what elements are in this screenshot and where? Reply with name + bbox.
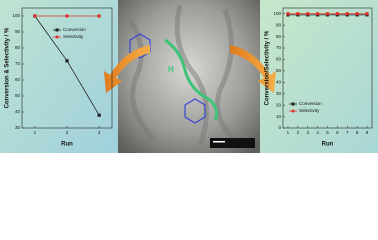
scale-bar [210,138,255,148]
marker [296,12,300,16]
arrow-left [104,45,150,93]
marker [97,14,101,18]
legend-label: Conversion [299,101,322,106]
y-tick-label: 40 [276,79,282,84]
legend-marker [55,28,59,32]
legend-label: Selectivity [299,108,320,113]
y-tick-label: 80 [276,34,282,39]
y-tick-label: 50 [276,68,282,73]
y-tick-label: 70 [15,61,21,66]
chart: 0 10 20 30 40 50 60 70 80 90 100 1 2 3 4 5 6 7 8 9 Run Conver… [265,7,373,148]
x-axis-label: Run [61,142,73,148]
legend-marker [291,109,295,113]
y-tick-label: 40 [15,109,21,114]
y-tick-label: 80 [15,45,21,50]
atom-label: H [168,65,174,74]
y-tick-label: 60 [15,77,21,82]
texture [127,4,242,147]
y-tick-label: 50 [15,93,21,98]
y-tick-label: 100 [12,13,20,18]
x-tick-label: 2 [297,130,300,135]
y-tick-label: 70 [276,45,282,50]
y-axis-label: Conversion & Selectivity / % [5,27,11,108]
y-tick-label: 60 [276,57,282,62]
marker [365,12,369,16]
y-tick-label: 90 [15,29,21,34]
marker [286,12,290,16]
x-tick-label: 1 [34,130,37,135]
x-tick-label: 8 [356,130,359,135]
y-tick-label: 20 [276,102,282,107]
x-tick-label: 7 [346,130,349,135]
marker [33,14,37,18]
legend-label: Conversion [63,27,86,32]
legend-marker [55,35,59,39]
y-tick-label: 10 [276,114,282,119]
marker [335,12,340,16]
x-tick-label: 3 [306,130,309,135]
marker [65,14,69,18]
x-tick-label: 4 [316,130,319,135]
marker [355,12,359,16]
marker [325,12,330,16]
x-tick-label: 6 [336,130,339,135]
y-axis-label: Conversion/Selectivity / % [265,30,271,105]
x-tick-label: 1 [287,130,290,135]
scale-line [213,141,225,143]
y-tick-label: 100 [273,11,281,16]
y-tick-label: 90 [276,22,282,27]
x-axis-label: Run [322,142,334,148]
left-panel [0,0,118,153]
ring [184,98,206,124]
x-tick-label: 5 [326,130,329,135]
marker [315,12,320,16]
marker [97,113,101,117]
x-tick-label: 2 [66,130,69,135]
arrow-right [230,45,276,93]
legend-marker [291,102,295,106]
y-tick-label: 0 [278,125,281,130]
legend-label: Selectivity [63,34,84,39]
marker [345,12,349,16]
marker [65,59,69,63]
x-tick-label: 3 [98,130,101,135]
center-image: H [104,0,276,153]
y-tick-label: 30 [15,125,21,130]
y-tick-label: 30 [276,91,282,96]
molecule-chain [164,38,219,121]
marker [306,12,310,16]
x-tick-label: 9 [366,130,369,135]
right-panel [260,0,378,153]
chart: 30 40 50 60 70 80 90 100 1 2 3 Run Conversion & Sele… [5,7,113,148]
